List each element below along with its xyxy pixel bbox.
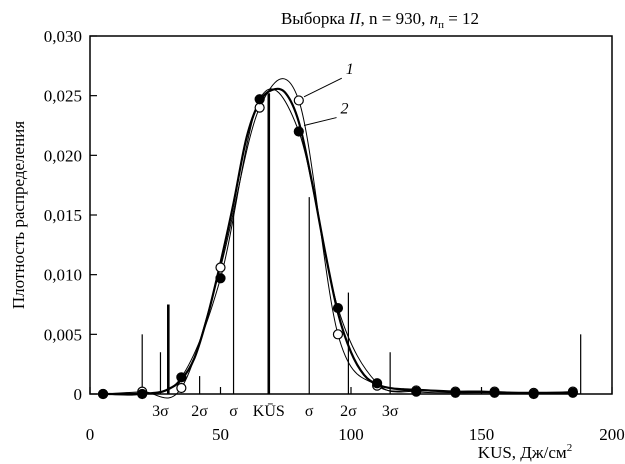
open-point: [176, 382, 187, 394]
filled-point: [137, 388, 148, 400]
filled-point: [97, 388, 109, 400]
y-tick-label: 0,010: [44, 266, 82, 285]
y-axis-label: Плотность распределения: [9, 121, 28, 309]
x-axis-label: KUS, Дж/см2: [478, 442, 572, 462]
sigma-label: 2σ: [191, 403, 208, 420]
open-point: [254, 102, 265, 113]
sigma-lines: [141, 93, 582, 394]
chart-title: Выборка II, n = 930, nп = 12: [281, 9, 479, 31]
x-tick-label: 0: [86, 425, 95, 444]
y-tick-label: 0,005: [44, 325, 82, 344]
x-tick-label: 100: [338, 425, 364, 444]
series-line-1: [103, 78, 573, 399]
y-tick-label: 0,020: [44, 146, 82, 165]
y-tick-label: 0,025: [44, 87, 82, 106]
axis-ticks: 0 0,005 0,010 0,015 0,020 0,025 0,030 0 50 100 150…: [44, 27, 625, 444]
series-label: 1: [346, 61, 354, 78]
sigma-label: σ: [229, 403, 238, 420]
open-point: [215, 262, 226, 273]
filled-point: [489, 387, 500, 398]
x-tick-label: 150: [469, 425, 495, 444]
y-tick-label: 0,030: [44, 27, 82, 46]
open-point: [293, 95, 304, 106]
annotations: 3σ 2σ σ KŪS σ 2σ 3σ 1 2: [152, 61, 399, 420]
sigma-label: KŪS: [253, 403, 285, 420]
filled-point: [215, 273, 226, 284]
x-tick-label: 200: [599, 425, 625, 444]
sigma-label: 3σ: [382, 403, 399, 420]
series-line-2: [103, 88, 573, 396]
y-tick-label: 0: [74, 385, 83, 404]
series-leader: [303, 77, 343, 98]
open-point: [332, 329, 344, 340]
y-tick-label: 0,015: [44, 206, 82, 225]
filled-point: [254, 94, 265, 105]
series-lines: [103, 78, 573, 399]
filled-point: [176, 372, 187, 383]
sigma-label: 2σ: [340, 403, 357, 420]
filled-point: [567, 387, 578, 398]
x-tick-label: 50: [212, 425, 229, 444]
data-points: [97, 94, 578, 400]
series-label: 2: [341, 101, 349, 118]
filled-point: [332, 302, 344, 314]
filled-point: [411, 386, 422, 397]
filled-point: [372, 378, 383, 389]
fitted-curve: [103, 87, 573, 396]
sigma-label: σ: [305, 403, 314, 420]
filled-point: [528, 388, 539, 400]
filled-point: [450, 387, 461, 398]
filled-point: [293, 126, 304, 137]
series-leader: [303, 117, 337, 126]
sigma-label: 3σ: [152, 403, 169, 420]
